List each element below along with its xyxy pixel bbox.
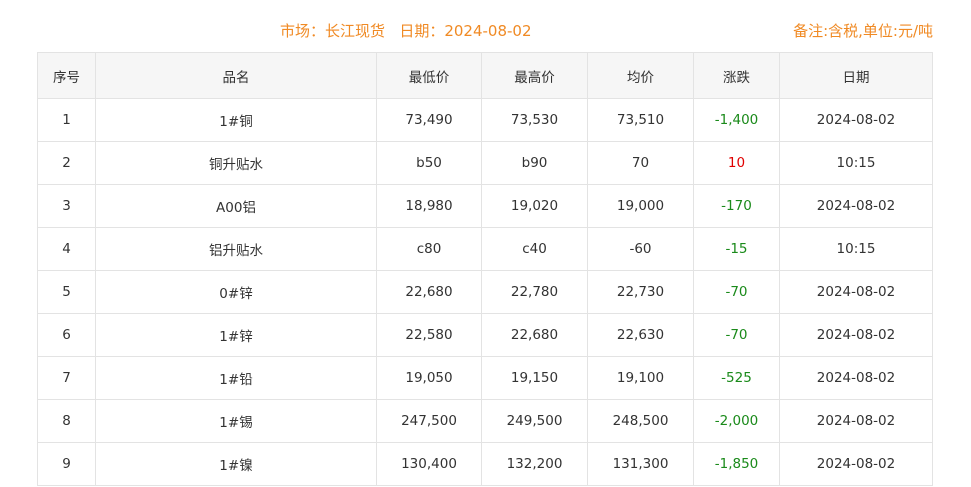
- price-table: 序号 品名 最低价 最高价 均价 涨跌 日期 1 1#铜 73,490 73,530 73,510-…: [37, 52, 933, 486]
- cell-no: 3: [37, 184, 96, 228]
- cell-no: 1: [37, 98, 96, 142]
- cell-low: 22,580: [376, 313, 482, 357]
- cell-name: 1#锡: [95, 399, 377, 443]
- cell-change: -70: [693, 313, 780, 357]
- cell-low: b50: [376, 141, 482, 185]
- cell-avg: 248,500: [587, 399, 694, 443]
- table-row: 7 1#铅 19,050 19,150 19,100 -525 2024-08-02: [37, 356, 933, 400]
- cell-change: -15: [693, 227, 780, 271]
- cell-high: c40: [481, 227, 588, 271]
- column-header-no: 序号: [37, 52, 96, 99]
- cell-name: 铝升贴水: [95, 227, 377, 271]
- cell-name: 1#铅: [95, 356, 377, 400]
- cell-high: 249,500: [481, 399, 588, 443]
- cell-change: -70: [693, 270, 780, 314]
- cell-low: 130,400: [376, 442, 482, 486]
- cell-low: c80: [376, 227, 482, 271]
- cell-high: 19,150: [481, 356, 588, 400]
- table-row: 3 A00铝 18,980 19,020 19,000 -170 2024-08-02: [37, 184, 933, 228]
- cell-change: -1,400: [693, 98, 780, 142]
- cell-change: -1,850: [693, 442, 780, 486]
- cell-no: 5: [37, 270, 96, 314]
- column-header-change: 涨跌: [693, 52, 780, 99]
- cell-high: 132,200: [481, 442, 588, 486]
- cell-name: 1#锌: [95, 313, 377, 357]
- cell-no: 6: [37, 313, 96, 357]
- cell-high: 73,530: [481, 98, 588, 142]
- cell-name: 1#铜: [95, 98, 377, 142]
- header-bar: 市场：长江现货 日期：2024-08-02 备注:含税,单位:元/吨: [0, 20, 971, 44]
- table-row: 6 1#锌 22,580 22,680 22,630 -70 2024-08-02: [37, 313, 933, 357]
- cell-name: 1#镍: [95, 442, 377, 486]
- cell-avg: 73,510: [587, 98, 694, 142]
- market-label: 市场：长江现货: [280, 22, 386, 40]
- table-row: 8 1#锡 247,500 249,500 248,500 -2,000 2024-08-0…: [37, 399, 933, 443]
- table-row: 9 1#镍 130,400 132,200 131,300 -1,850 2024-08-0…: [37, 442, 933, 486]
- cell-avg: 22,730: [587, 270, 694, 314]
- cell-change: -2,000: [693, 399, 780, 443]
- table-header-row: 序号 品名 最低价 最高价 均价 涨跌 日期: [37, 52, 933, 99]
- table-row: 5 0#锌 22,680 22,780 22,730 -70 2024-08-02: [37, 270, 933, 314]
- column-header-low: 最低价: [376, 52, 482, 99]
- cell-no: 7: [37, 356, 96, 400]
- date-label: 日期：2024-08-02: [399, 22, 532, 40]
- cell-low: 22,680: [376, 270, 482, 314]
- cell-avg: 19,000: [587, 184, 694, 228]
- cell-change: -170: [693, 184, 780, 228]
- column-header-high: 最高价: [481, 52, 588, 99]
- table-row: 1 1#铜 73,490 73,530 73,510 -1,400 2024-08-02: [37, 98, 933, 142]
- cell-date: 2024-08-02: [779, 313, 933, 357]
- cell-low: 73,490: [376, 98, 482, 142]
- cell-low: 18,980: [376, 184, 482, 228]
- cell-no: 9: [37, 442, 96, 486]
- cell-date: 2024-08-02: [779, 399, 933, 443]
- cell-high: 22,780: [481, 270, 588, 314]
- cell-high: 22,680: [481, 313, 588, 357]
- column-header-name: 品名: [95, 52, 377, 99]
- cell-no: 4: [37, 227, 96, 271]
- table-row: 2 铜升贴水 b50 b90 70 10 10:15: [37, 141, 933, 185]
- cell-date: 2024-08-02: [779, 184, 933, 228]
- cell-low: 247,500: [376, 399, 482, 443]
- cell-name: 铜升贴水: [95, 141, 377, 185]
- cell-avg: 131,300: [587, 442, 694, 486]
- cell-low: 19,050: [376, 356, 482, 400]
- cell-avg: 22,630: [587, 313, 694, 357]
- cell-date: 2024-08-02: [779, 270, 933, 314]
- table-row: 4 铝升贴水 c80 c40 -60 -15 10:15: [37, 227, 933, 271]
- cell-date: 10:15: [779, 227, 933, 271]
- cell-date: 2024-08-02: [779, 442, 933, 486]
- column-header-avg: 均价: [587, 52, 694, 99]
- cell-avg: 19,100: [587, 356, 694, 400]
- cell-high: b90: [481, 141, 588, 185]
- cell-date: 2024-08-02: [779, 98, 933, 142]
- column-header-date: 日期: [779, 52, 933, 99]
- cell-name: 0#锌: [95, 270, 377, 314]
- cell-avg: 70: [587, 141, 694, 185]
- cell-high: 19,020: [481, 184, 588, 228]
- cell-change: 10: [693, 141, 780, 185]
- market-date-info: 市场：长江现货 日期：2024-08-02: [280, 20, 532, 41]
- cell-change: -525: [693, 356, 780, 400]
- note-label: 备注:含税,单位:元/吨: [793, 22, 933, 40]
- cell-date: 10:15: [779, 141, 933, 185]
- cell-no: 8: [37, 399, 96, 443]
- cell-name: A00铝: [95, 184, 377, 228]
- cell-avg: -60: [587, 227, 694, 271]
- cell-no: 2: [37, 141, 96, 185]
- cell-date: 2024-08-02: [779, 356, 933, 400]
